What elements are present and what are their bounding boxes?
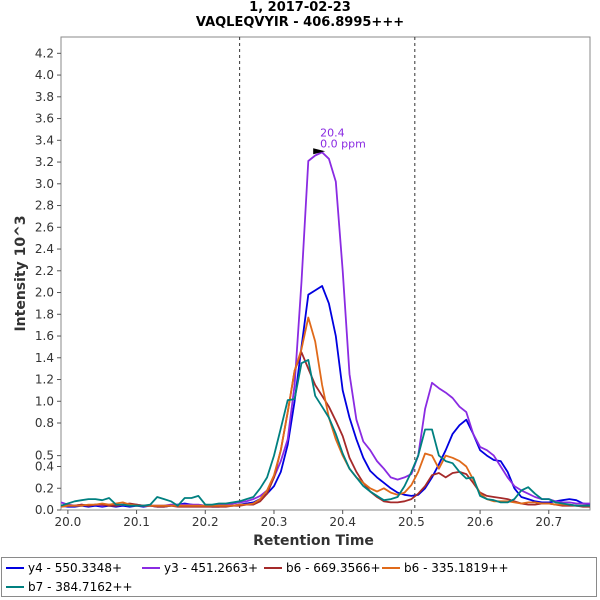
plot-area (60, 36, 591, 511)
chart-subtitle: VAQLEQVYIR - 406.8995+++ (195, 15, 405, 30)
legend-item: y3 - 451.2663+ (142, 560, 258, 576)
x-tick-label: 20.4 (329, 515, 356, 529)
legend-label: y4 - 550.3348+ (28, 561, 123, 575)
x-tick-label: 20.1 (123, 515, 150, 529)
peak-annotation-label: 20.4 (320, 126, 345, 139)
y-tick-label: 0.0 (35, 503, 54, 517)
legend-item: b6 - 669.3566+ (264, 560, 381, 576)
series-line-5 (60, 358, 590, 507)
y-tick-label: 2.6 (35, 220, 54, 234)
legend-label: b6 - 669.3566+ (286, 561, 381, 575)
y-tick-label: 0.4 (35, 460, 54, 474)
legend-swatch (6, 585, 24, 588)
x-tick-label: 20.6 (467, 515, 494, 529)
x-tick-label: 20.5 (398, 515, 425, 529)
legend-label: y3 - 451.2663+ (164, 561, 259, 575)
chart-legend: y4 - 550.3348+ y3 - 451.2663+ b6 - 669.356… (1, 557, 597, 597)
legend-label: b7 - 384.7162++ (28, 580, 133, 594)
y-tick-label: 2.0 (35, 286, 54, 300)
legend-item: b6 - 335.1819++ (382, 560, 509, 576)
chart-title: 1, 2017-02-23 (249, 0, 351, 15)
x-axis-label: Retention Time (253, 533, 374, 549)
legend-label: b6 - 335.1819++ (404, 561, 509, 575)
y-tick-label: 0.8 (35, 416, 54, 430)
y-tick-label: 1.6 (35, 329, 54, 343)
y-tick-label: 4.0 (35, 68, 54, 82)
legend-swatch (264, 566, 282, 569)
y-tick-label: 2.8 (35, 199, 54, 213)
y-tick-label: 1.2 (35, 373, 54, 387)
y-tick-label: 1.0 (35, 394, 54, 408)
series-line-4 (60, 316, 590, 508)
y-tick-label: 2.4 (35, 242, 54, 256)
y-tick-label: 0.5 (35, 449, 54, 463)
y-tick-label: 0.2 (35, 481, 54, 495)
x-tick-label: 20.2 (192, 515, 219, 529)
legend-swatch (382, 566, 400, 569)
y-tick-label: 3.6 (35, 112, 54, 126)
legend-swatch (6, 566, 24, 569)
peak-marker-arrow (313, 148, 326, 155)
y-tick-label: 1.8 (35, 307, 54, 321)
y-tick-label: 3.2 (35, 155, 54, 169)
legend-item: b7 - 384.7162++ (6, 579, 133, 595)
legend-item: y4 - 550.3348+ (6, 560, 122, 576)
x-tick-label: 20.7 (535, 515, 562, 529)
y-tick-label: 4.2 (35, 46, 54, 60)
y-tick-label: 1.4 (35, 351, 54, 365)
y-tick-label: 3.8 (35, 90, 54, 104)
y-axis-label: Intensity 10^3 (13, 215, 29, 331)
x-tick-label: 20.3 (261, 515, 288, 529)
y-tick-label: 3.4 (35, 133, 54, 147)
legend-swatch (142, 566, 160, 569)
y-tick-label: 3.0 (35, 177, 54, 191)
x-tick-label: 20.0 (55, 515, 82, 529)
y-tick-label: 2.2 (35, 264, 54, 278)
peak-annotation-sublabel: 0.0 ppm (320, 137, 366, 150)
